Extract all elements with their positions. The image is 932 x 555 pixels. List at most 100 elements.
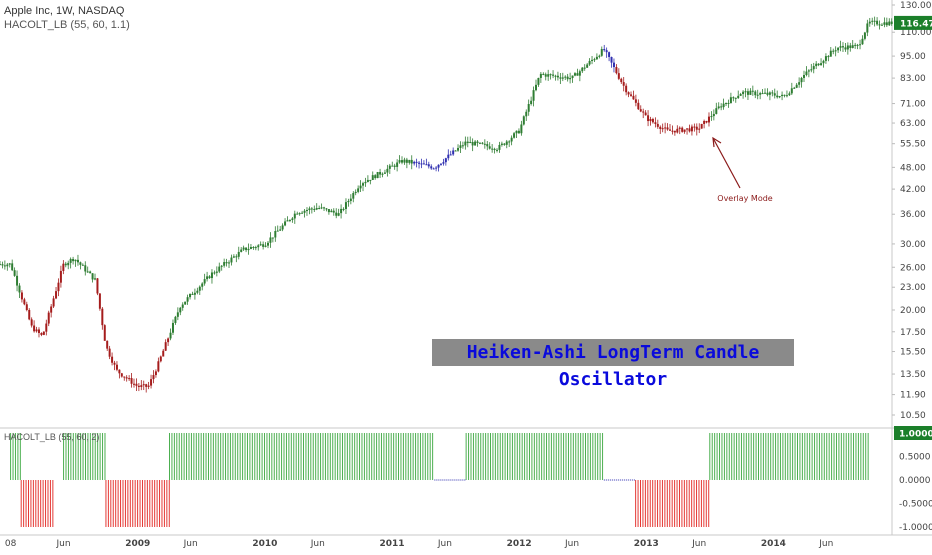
- candle-body: [30, 319, 33, 326]
- candle-body: [491, 148, 494, 150]
- candle-body: [859, 44, 862, 46]
- candle-body: [583, 67, 586, 69]
- candle-body: [586, 64, 589, 68]
- candle-body: [413, 161, 416, 164]
- candle-body: [537, 77, 540, 85]
- oscillator-legend[interactable]: HACOLT_LB (55, 60, 2): [4, 432, 100, 442]
- candle-body: [615, 67, 618, 74]
- time-tick-label-5: Jun: [310, 539, 325, 549]
- candle-body: [323, 207, 326, 209]
- candle-body: [225, 262, 228, 264]
- candle-body: [271, 237, 274, 239]
- candle-body: [617, 73, 620, 79]
- candle-body: [885, 22, 888, 26]
- candle-body: [447, 154, 450, 159]
- candle-body: [284, 221, 287, 226]
- candle-body: [571, 75, 574, 79]
- candle-body: [59, 270, 62, 283]
- candle-body: [739, 94, 742, 96]
- candle-body: [108, 348, 111, 357]
- candle-body: [218, 266, 221, 272]
- candle-body: [686, 128, 689, 130]
- candle-body: [386, 168, 389, 173]
- candle-body: [425, 164, 428, 166]
- candle-body: [52, 298, 55, 307]
- candle-body: [471, 141, 474, 146]
- candle-body: [374, 175, 377, 179]
- price-tick-label-16: 13.50: [900, 370, 926, 380]
- candle-body: [193, 292, 196, 295]
- candle-body: [744, 91, 747, 93]
- candle-body: [878, 24, 881, 26]
- candle-body: [513, 133, 516, 138]
- price-tick-label-4: 71.00: [900, 100, 926, 110]
- candle-body: [33, 325, 36, 332]
- candle-body: [157, 361, 160, 372]
- price-tick-label-14: 17.50: [900, 328, 926, 338]
- candle-body: [527, 104, 530, 112]
- candle-body: [824, 56, 827, 61]
- indicator-legend[interactable]: HACOLT_LB (55, 60, 1.1): [4, 19, 130, 31]
- candle-body: [159, 356, 162, 362]
- candle-body: [206, 276, 209, 280]
- candle-body: [298, 213, 301, 215]
- candle-body: [169, 332, 172, 339]
- candle-body: [644, 112, 647, 116]
- candle-body: [496, 149, 499, 151]
- candle-body: [3, 265, 6, 267]
- price-tick-label-18: 10.50: [900, 411, 926, 421]
- candle-body: [505, 141, 508, 145]
- candle-body: [393, 165, 396, 167]
- candle-body: [841, 46, 844, 48]
- candle-body: [666, 127, 669, 130]
- candle-body: [673, 130, 676, 133]
- candle-body: [18, 285, 21, 293]
- candle-body: [820, 63, 823, 66]
- candle-body: [23, 299, 26, 305]
- candle-body: [793, 87, 796, 89]
- candle-body: [654, 122, 657, 124]
- candle-body: [661, 128, 664, 130]
- candle-body: [749, 90, 752, 95]
- candle-body: [754, 91, 757, 96]
- candle-body: [235, 256, 238, 258]
- candle-body: [20, 292, 23, 300]
- osc-tick-label-4: -1.0000: [899, 523, 932, 533]
- candle-body: [388, 165, 391, 169]
- candle-body: [57, 282, 60, 292]
- candle-body: [559, 77, 562, 79]
- candle-body: [410, 159, 413, 164]
- candle-body: [167, 338, 170, 343]
- candle-body: [349, 198, 352, 201]
- candle-body: [671, 130, 674, 132]
- candle-body: [700, 123, 703, 129]
- candle-body: [771, 92, 774, 94]
- candle-body: [135, 383, 138, 386]
- time-tick-label-1: Jun: [56, 539, 71, 549]
- chart-banner: Heiken-Ashi LongTerm Candle Oscillator: [432, 339, 794, 390]
- candle-body: [542, 73, 545, 75]
- osc-tick-label-2: 0.0000: [899, 476, 931, 486]
- candle-body: [247, 248, 250, 251]
- candle-body: [444, 158, 447, 163]
- candle-body: [101, 308, 104, 326]
- candle-body: [418, 162, 421, 164]
- candle-body: [544, 74, 547, 77]
- candle-body: [264, 245, 267, 247]
- candle-body: [729, 97, 732, 104]
- candle-body: [381, 173, 384, 175]
- candle-body: [690, 126, 693, 132]
- candle-body: [530, 100, 533, 105]
- candle-body: [805, 71, 808, 76]
- candle-body: [42, 331, 45, 335]
- symbol-title[interactable]: Apple Inc, 1W, NASDAQ: [4, 5, 125, 17]
- candle-body: [325, 208, 328, 210]
- candle-body: [337, 213, 340, 216]
- candle-body: [790, 88, 793, 94]
- candle-body: [503, 143, 506, 145]
- candle-body: [681, 127, 684, 132]
- candle-body: [152, 375, 155, 380]
- candle-body: [174, 316, 177, 323]
- candle-body: [427, 164, 430, 167]
